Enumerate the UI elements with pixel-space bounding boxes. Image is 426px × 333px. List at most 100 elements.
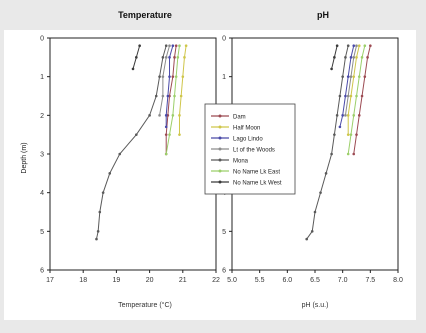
temperature-x-axis-label: Temperature (°C) <box>118 301 172 309</box>
ph-series-mona <box>306 45 349 240</box>
ph-point-no-name-lk-east <box>355 94 358 98</box>
temperature-x-tick-label: 22 <box>212 277 220 284</box>
temperature-point-lt-of-the-woods <box>158 114 161 117</box>
ph-point-dam <box>355 133 358 136</box>
temperature-point-no-name-lk-east <box>176 56 180 59</box>
ph-x-tick-label: 7.0 <box>338 277 348 284</box>
legend-marker-lt-of-the-woods <box>218 147 222 151</box>
temperature-point-lago-lindo <box>164 114 168 117</box>
ph-x-tick-label: 6.0 <box>282 277 292 284</box>
ph-point-lago-lindo <box>352 44 356 48</box>
ph-series-lago-lindo <box>339 45 355 128</box>
legend-label-no-name-lk-west: No Name Lk West <box>233 181 282 187</box>
temperature-point-half-moon <box>178 114 181 117</box>
ph-point-lago-lindo <box>349 56 353 59</box>
legend-marker-mona <box>218 158 222 162</box>
ph-point-no-name-lk-east <box>352 114 356 117</box>
ph-point-mona <box>346 44 350 48</box>
ph-point-mona <box>305 237 309 241</box>
temperature-x-tick-label: 17 <box>46 277 54 284</box>
temperature-point-dam <box>164 133 168 136</box>
temperature-point-lt-of-the-woods <box>168 44 171 48</box>
legend-label-no-name-lk-east: No Name Lk East <box>233 170 280 176</box>
ph-x-tick-label: 7.5 <box>365 277 375 284</box>
ph-point-lago-lindo <box>346 75 350 78</box>
ph-point-mona <box>319 191 322 194</box>
ph-point-half-moon <box>355 56 358 59</box>
legend-marker-lago-lindo <box>218 136 222 140</box>
temperature-y-tick-label: 2 <box>40 113 44 120</box>
temperature-point-no-name-lk-east <box>164 152 168 156</box>
ph-point-mona <box>330 152 333 156</box>
temperature-point-no-name-lk-west <box>135 56 138 59</box>
ph-point-lt-of-the-woods <box>355 44 358 48</box>
temperature-point-lt-of-the-woods <box>164 56 168 59</box>
ph-y-tick-label: 6 <box>222 268 226 275</box>
temperature-point-mona <box>135 133 138 136</box>
ph-point-dam <box>352 152 356 156</box>
ph-point-mona <box>313 210 317 214</box>
temperature-point-no-name-lk-west <box>131 67 135 71</box>
temperature-point-half-moon <box>179 94 183 98</box>
ph-x-tick-label: 6.5 <box>310 277 320 284</box>
ph-point-dam <box>369 44 372 48</box>
ph-y-tick-label: 1 <box>222 74 226 81</box>
ph-point-no-name-lk-west <box>330 67 333 71</box>
legend-marker-no-name-lk-east <box>218 169 222 173</box>
temperature-point-mona <box>96 230 100 233</box>
ph-point-dam <box>357 114 361 117</box>
temperature-point-no-name-lk-east <box>178 44 181 48</box>
legend-label-half-moon: Half Moon <box>233 126 260 132</box>
ph-x-tick-label: 8.0 <box>393 277 403 284</box>
ph-point-no-name-lk-east <box>363 44 367 48</box>
temperature-y-tick-label: 3 <box>40 152 44 159</box>
ph-point-mona <box>310 230 314 233</box>
temperature-point-mona <box>161 56 165 59</box>
temperature-point-no-name-lk-east <box>174 75 178 78</box>
temperature-x-tick-label: 18 <box>79 277 87 284</box>
temperature-x-tick-label: 20 <box>146 277 154 284</box>
legend-label-dam: Dam <box>233 115 246 121</box>
temperature-point-dam <box>174 44 178 48</box>
ph-point-mona <box>338 94 342 98</box>
ph-point-dam <box>363 75 367 78</box>
temperature-point-mona <box>164 44 168 48</box>
legend-marker-no-name-lk-west <box>218 180 222 184</box>
ph-point-mona <box>333 133 336 136</box>
temperature-point-lago-lindo <box>168 56 171 59</box>
temperature-point-lago-lindo <box>168 75 171 78</box>
temperature-point-no-name-lk-east <box>171 114 175 117</box>
ph-point-mona <box>335 114 339 117</box>
ph-point-half-moon <box>346 114 350 117</box>
temperature-y-tick-label: 1 <box>40 74 44 81</box>
temperature-point-no-name-lk-west <box>138 44 141 48</box>
temperature-point-half-moon <box>184 44 188 48</box>
temperature-y-tick-label: 6 <box>40 268 44 275</box>
temperature-point-half-moon <box>183 56 186 59</box>
ph-point-no-name-lk-east <box>357 75 361 78</box>
temperature-series-lago-lindo <box>165 45 174 127</box>
ph-point-half-moon <box>357 44 361 48</box>
ph-point-lago-lindo <box>344 94 347 98</box>
temperature-point-lago-lindo <box>171 44 175 48</box>
ph-point-no-name-lk-west <box>333 56 336 59</box>
temperature-point-lago-lindo <box>164 125 168 129</box>
temperature-point-mona <box>154 94 158 98</box>
temperature-chart-title: Temperature <box>118 10 172 20</box>
temperature-point-mona <box>118 152 122 156</box>
temperature-point-no-name-lk-east <box>173 94 176 98</box>
ph-y-tick-label: 5 <box>222 229 226 236</box>
ph-point-mona <box>344 56 347 59</box>
ph-point-dam <box>366 56 369 59</box>
temperature-y-tick-label: 0 <box>40 36 44 43</box>
ph-x-tick-label: 5.5 <box>255 277 265 284</box>
legend-label-lago-lindo: Lago Lindo <box>233 137 263 143</box>
ph-point-lt-of-the-woods <box>346 94 350 98</box>
ph-point-mona <box>324 172 328 175</box>
temperature-y-tick-label: 5 <box>40 229 44 236</box>
ph-point-lt-of-the-woods <box>344 114 347 117</box>
ph-x-axis-label: pH (s.u.) <box>302 302 329 309</box>
ph-point-half-moon <box>352 75 356 78</box>
temperature-plot: 17 18 19 20 21 22 0 1 2 3 4 5 6 <box>40 36 220 285</box>
